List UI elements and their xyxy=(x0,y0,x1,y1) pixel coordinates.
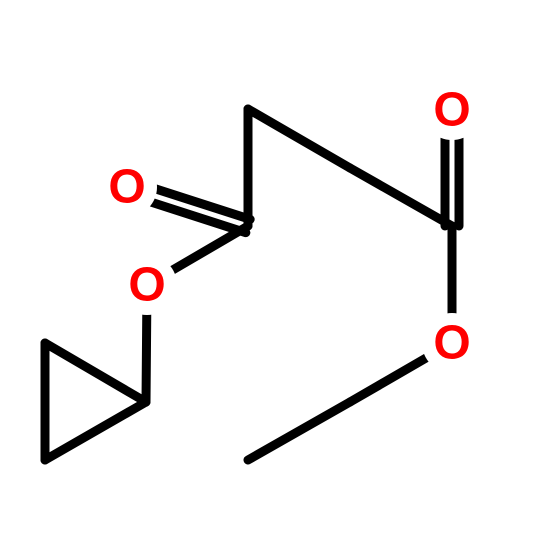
atom-label-O: O xyxy=(128,259,165,312)
atom-label-O: O xyxy=(433,84,470,137)
atom-label-O: O xyxy=(433,317,470,370)
atom-label-O: O xyxy=(108,161,145,214)
molecule-diagram: OOOO xyxy=(0,0,533,533)
